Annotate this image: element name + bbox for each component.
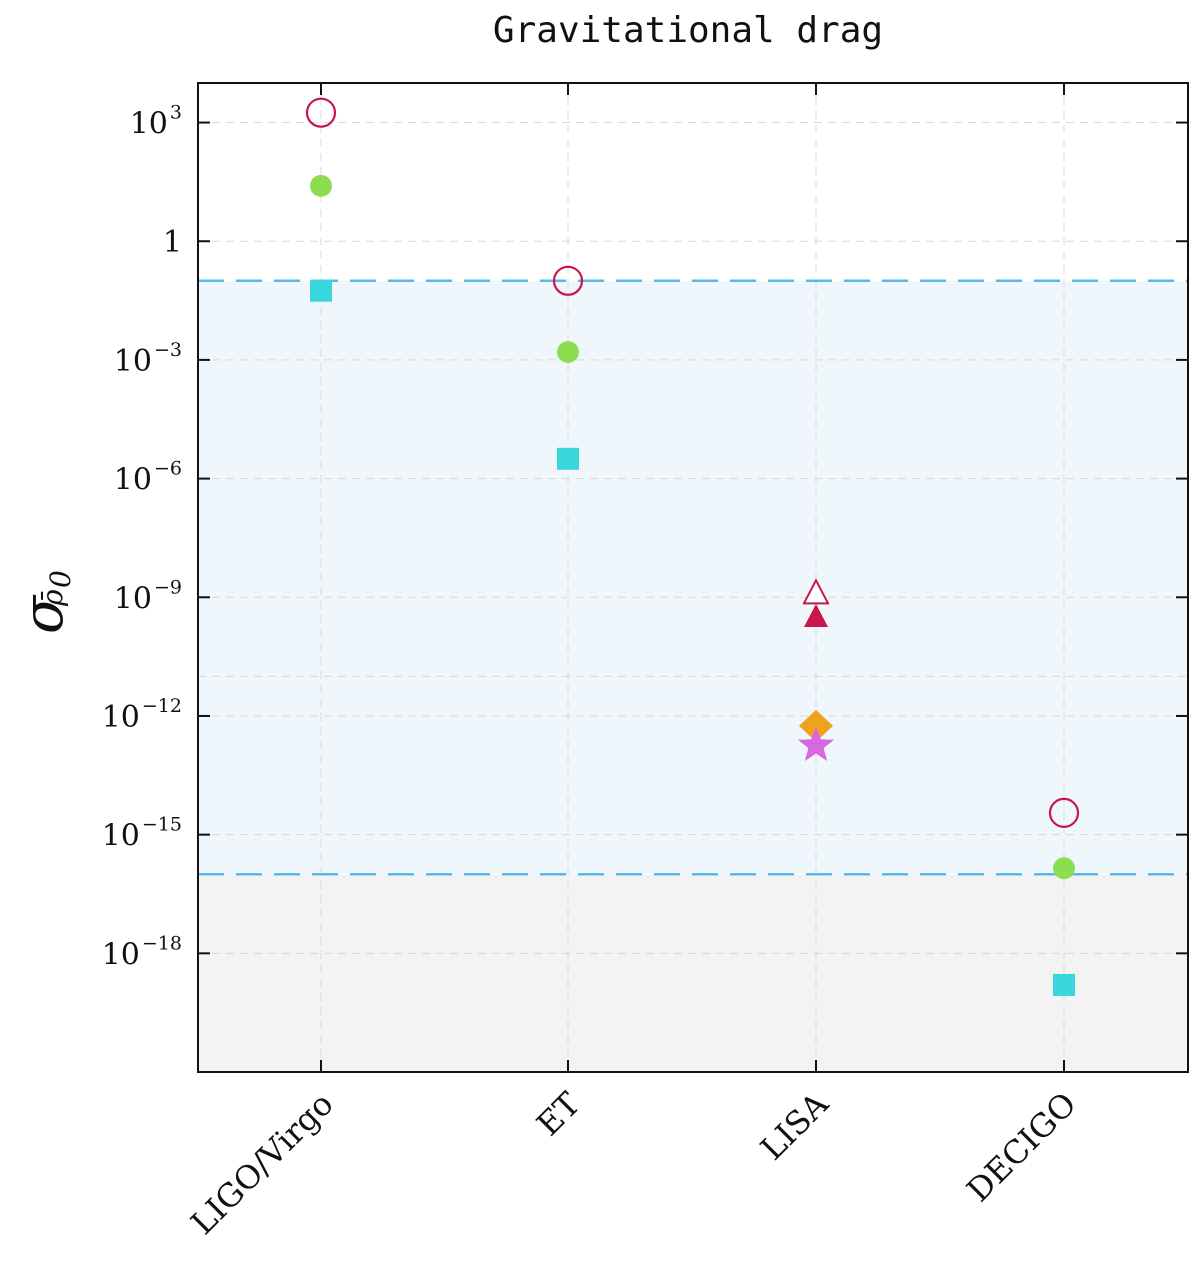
y-tick-label-exponent: −12: [142, 695, 182, 717]
y-tick-label: 10 −15: [102, 814, 182, 854]
y-tick-label-base: 10: [130, 107, 168, 142]
grid: [198, 83, 1188, 1072]
point-filled-circle-decigo: [1053, 857, 1075, 880]
y-tick-label-exponent: −15: [142, 814, 182, 836]
y-axis-label-subscript: ρ̄: [36, 589, 69, 607]
y-tick-label: 10 −18: [102, 932, 182, 972]
y-tick-label-base: 10: [102, 819, 140, 854]
y-axis-label: σ ρ̄ 0: [11, 570, 77, 634]
point-open-circle-decigo: [1048, 797, 1080, 828]
y-tick-label: 10 −6: [114, 458, 182, 498]
plot-background: [198, 280, 1188, 1072]
point-filled-square-decigo: [1053, 973, 1075, 996]
data-points: [305, 97, 1080, 996]
point-filled-circle-et: [557, 341, 579, 364]
y-tick-label: 1: [163, 225, 182, 260]
y-tick-label-exponent: −3: [154, 339, 182, 361]
y-tick-label-exponent: −18: [142, 932, 182, 954]
x-axis-categories: LIGO/Virgo ET LISA DECIGO: [183, 1084, 1083, 1242]
x-category-label: LISA: [753, 1084, 836, 1167]
y-tick-label: 10 −3: [114, 339, 182, 379]
y-tick-label-base: 10: [102, 700, 140, 735]
y-axis-label-subscript-index: 0: [44, 570, 77, 588]
x-category-label: ET: [529, 1084, 588, 1143]
ticks: [198, 83, 1188, 1072]
y-tick-label-exponent: −6: [154, 458, 182, 480]
chart-title: Gravitational drag: [493, 10, 883, 51]
y-axis-label-symbol: σ: [11, 594, 76, 634]
point-filled-circle-ligovirgo: [310, 174, 332, 197]
y-tick-label-exponent: 3: [170, 102, 182, 124]
point-open-circle-ligovirgo: [305, 97, 337, 128]
y-tick-label-base: 10: [114, 344, 152, 379]
point-open-circle-et: [552, 265, 584, 296]
point-open-triangle-lisa: [802, 578, 830, 605]
x-category-label: DECIGO: [959, 1085, 1083, 1209]
y-tick-label-base: 10: [102, 937, 140, 972]
y-tick-label: 10 −12: [102, 695, 182, 735]
point-filled-square-ligovirgo: [310, 279, 332, 302]
y-tick-label: 10 −9: [114, 576, 182, 616]
y-tick-label-exponent: −9: [154, 576, 182, 598]
point-filled-square-et: [557, 447, 579, 470]
y-tick-label-base: 1: [163, 225, 182, 260]
x-category-label: LIGO/Virgo: [183, 1085, 340, 1242]
y-tick-label-base: 10: [114, 581, 152, 616]
y-tick-label-base: 10: [114, 463, 152, 498]
gray-band: [198, 874, 1188, 1072]
point-filled-star-lisa: [797, 726, 835, 761]
point-filled-triangle-lisa: [804, 604, 828, 628]
blue-band: [198, 280, 1188, 875]
point-filled-diamond-lisa: [799, 709, 833, 742]
y-tick-label: 10 3: [130, 102, 182, 142]
plot-frame: [197, 82, 1189, 1073]
